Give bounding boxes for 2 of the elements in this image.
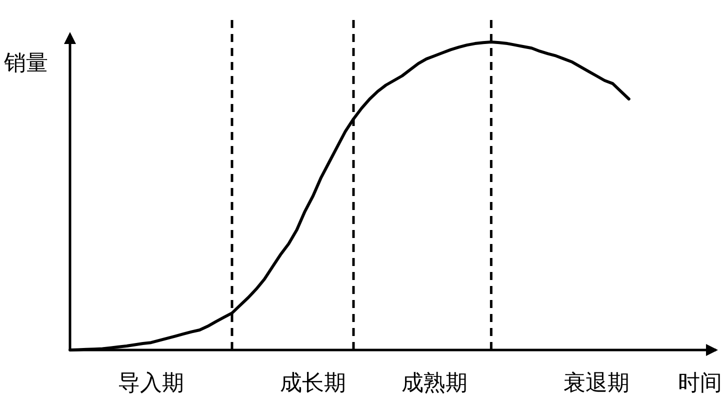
ylabel: 销量 <box>4 51 48 76</box>
xlabel: 时间 <box>678 371 722 396</box>
